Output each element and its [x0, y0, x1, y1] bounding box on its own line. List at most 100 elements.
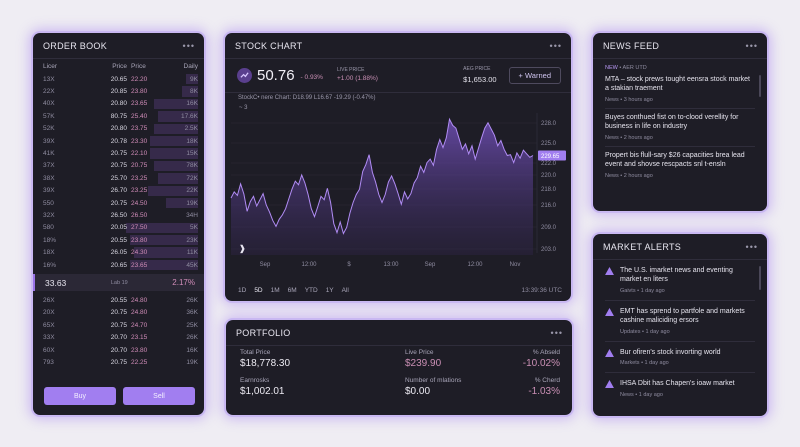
- daily-cell: 5K: [190, 224, 198, 232]
- timeframe-tab[interactable]: 5D: [254, 287, 263, 294]
- alert-item[interactable]: Bur ofiren's stock invorting world Market…: [605, 342, 755, 374]
- size-cell: 550: [43, 199, 54, 207]
- depth-bar: [130, 235, 198, 246]
- ask-row[interactable]: 41K 20.75 22.10 15K: [33, 147, 204, 159]
- ask-row[interactable]: 38X 25.70 23.25 72K: [33, 172, 204, 184]
- ask-row[interactable]: 32X 26.50 26.50 34H: [33, 209, 204, 221]
- bid-row[interactable]: 60X 20.70 23.80 16K: [33, 344, 204, 356]
- ask-row[interactable]: 22X 20.85 23.80 8K: [33, 85, 204, 97]
- depth-bar: [126, 222, 198, 234]
- x-tick-label: Nov: [510, 262, 521, 268]
- daily-cell: 26K: [186, 296, 198, 304]
- daily-cell: 2.5K: [184, 125, 198, 133]
- alert-item[interactable]: IHSA Dbit has Chapen's ioaw market News •…: [605, 373, 755, 403]
- news-title: Propert bis flull-sary $26 capacities br…: [605, 151, 745, 169]
- ask-row[interactable]: 40X 20.80 23.65 16K: [33, 98, 204, 110]
- alert-item[interactable]: EMT has sprend to partfole and markets c…: [605, 301, 755, 342]
- news-title: MTA – stock prews tought eensra stock ma…: [605, 76, 750, 93]
- depth-bar: [154, 160, 198, 172]
- more-icon[interactable]: •••: [745, 241, 758, 252]
- more-icon[interactable]: •••: [550, 327, 563, 338]
- price-cell: 20.05: [110, 224, 127, 232]
- size-cell: 60X: [43, 346, 55, 354]
- news-feed-title: NEWS FEED: [603, 40, 660, 51]
- daily-cell: 19K: [186, 199, 198, 207]
- news-item[interactable]: Propert bis flull-sary $26 capacities br…: [605, 147, 755, 184]
- news-item[interactable]: Buyes conthued fist on to-clood verellit…: [605, 109, 755, 147]
- column-header: Price: [131, 62, 146, 70]
- y-tick-label: 222.0: [541, 161, 557, 167]
- tab-new[interactable]: NEW: [605, 65, 618, 71]
- price-cell: 26.05: [110, 249, 127, 257]
- bid-row[interactable]: 33X 20.70 23.15 26K: [33, 331, 204, 343]
- depth-bar: [186, 74, 198, 85]
- market-alerts-panel: MARKET ALERTS ••• The U.S. imarket news …: [593, 234, 767, 416]
- y-tick-label: 216.0: [541, 203, 557, 209]
- price-cell: 23.25: [131, 187, 148, 195]
- daily-cell: 16K: [186, 100, 198, 108]
- buy-button[interactable]: Buy: [44, 387, 116, 405]
- price-cell: 23.30: [131, 137, 148, 145]
- ask-row[interactable]: 39X 26.70 23.25 22K: [33, 185, 204, 197]
- more-icon[interactable]: •••: [745, 40, 758, 51]
- bid-row[interactable]: 65X 20.75 24.70 25K: [33, 319, 204, 331]
- daily-cell: 34H: [186, 211, 198, 219]
- stat-value: $1,002.01: [240, 386, 285, 397]
- bid-row[interactable]: 793 20.75 22.25 19K: [33, 356, 204, 368]
- warning-icon: [605, 307, 614, 316]
- ask-row[interactable]: 18X 26.05 24.30 11K: [33, 246, 204, 258]
- timeframe-tab[interactable]: All: [341, 287, 349, 294]
- stock-chart-title: STOCK CHART: [235, 40, 303, 51]
- bid-row[interactable]: 20X 20.75 24.80 36K: [33, 307, 204, 319]
- depth-bar: [150, 135, 198, 147]
- x-tick-label: 12:00: [467, 262, 483, 268]
- alert-meta: Markets • 1 day ago: [620, 360, 669, 367]
- price-chart[interactable]: 228.0 225.0 222.0 220.0 218.0 216.0 209.0 203.0…: [225, 93, 571, 273]
- portfolio-panel: PORTFOLIO ••• Total Price $18,778.30 Liv…: [226, 320, 572, 415]
- timeframe-tab[interactable]: 1M: [270, 287, 280, 294]
- avg-price-value: $1,653.00: [463, 74, 497, 84]
- alert-item[interactable]: The U.S. imarket news and eventing marke…: [605, 260, 755, 301]
- price-cell: 23.80: [131, 88, 148, 96]
- portfolio-title: PORTFOLIO: [236, 327, 291, 338]
- chart-time: 13:39:36 UTC: [521, 287, 562, 294]
- price-cell: 24.70: [131, 321, 148, 329]
- news-item[interactable]: MTA – stock prews tought eensra stock ma…: [605, 71, 755, 109]
- timeframe-tab[interactable]: 1D: [238, 287, 247, 294]
- more-icon[interactable]: •••: [182, 40, 195, 51]
- news-feed-header: NEWS FEED •••: [593, 33, 767, 59]
- timeframe-tabs: 1D 5D 1M 6M YTD 1Y All: [238, 287, 349, 294]
- ask-row[interactable]: 550 20.75 24.50 19K: [33, 197, 204, 209]
- bid-row[interactable]: 26X 20.55 24.80 26K: [33, 294, 204, 306]
- timeframe-tab[interactable]: 1Y: [325, 287, 334, 294]
- more-icon[interactable]: •••: [549, 40, 562, 51]
- ask-row[interactable]: 13X 20.65 22.20 9K: [33, 73, 204, 85]
- warned-button[interactable]: + Warned: [508, 67, 561, 84]
- price-cell: 20.75: [131, 162, 148, 170]
- ask-row[interactable]: 18% 20.55 23.80 23K: [33, 234, 204, 246]
- depth-bar: [148, 185, 198, 196]
- ask-row[interactable]: 39X 20.78 23.30 18K: [33, 135, 204, 147]
- ask-row[interactable]: 57K 80.75 25.40 17.6K: [33, 110, 204, 122]
- ask-row[interactable]: 37X 20.75 20.75 78K: [33, 160, 204, 172]
- alerts-list: The U.S. imarket news and eventing marke…: [593, 260, 767, 404]
- price-cell: 22.25: [131, 358, 148, 366]
- ask-row[interactable]: 16% 20.65 23.65 45K: [33, 259, 204, 271]
- interval-select[interactable]: ~ 3: [239, 105, 248, 111]
- warning-icon: [605, 348, 614, 357]
- sell-button[interactable]: Sell: [123, 387, 195, 405]
- timeframe-tab[interactable]: YTD: [304, 287, 318, 294]
- bids-list: 26X 20.55 24.80 26K 20X 20.75 24.80 36K 65X 20.75…: [33, 294, 204, 368]
- scrollbar[interactable]: [759, 75, 761, 97]
- timeframe-tab[interactable]: 6M: [287, 287, 297, 294]
- price-cell: 20.70: [110, 346, 127, 354]
- alert-title: Bur ofiren's stock invorting world: [620, 348, 721, 356]
- ask-row[interactable]: 580 20.05 27.50 5K: [33, 222, 204, 234]
- scrollbar[interactable]: [759, 266, 761, 290]
- size-cell: 39X: [43, 187, 55, 195]
- alert-meta: Updates • 1 day ago: [620, 328, 670, 335]
- news-tabs: NEW • AER UTD: [593, 59, 767, 71]
- depth-bar: [154, 123, 198, 134]
- ask-row[interactable]: 52K 20.80 23.75 2.5K: [33, 123, 204, 135]
- tab-other[interactable]: • AER UTD: [619, 65, 647, 71]
